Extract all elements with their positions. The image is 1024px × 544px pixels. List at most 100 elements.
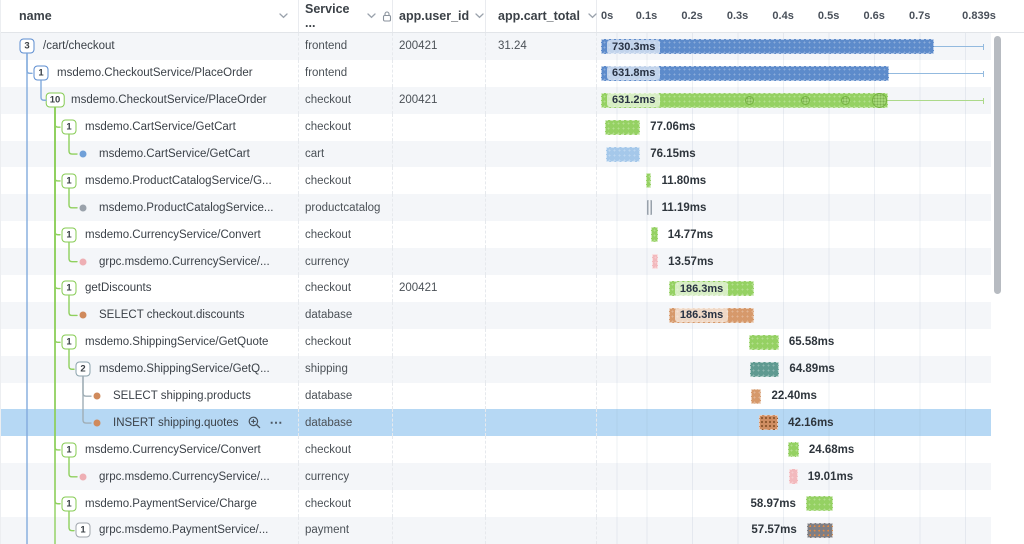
span-dot <box>93 419 101 427</box>
span-bar[interactable]: 631.2ms <box>601 92 889 108</box>
span-bar[interactable] <box>805 496 833 512</box>
span-bar[interactable] <box>751 388 762 404</box>
column-header-service[interactable]: Service ... <box>299 0 393 32</box>
trace-row[interactable]: msdemo.ProductCatalogService... productca… <box>1 194 991 222</box>
cell-service: currency <box>305 255 350 268</box>
trace-row[interactable]: 1 getDiscounts checkout 200421 186.3ms <box>1 275 991 302</box>
span-name: msdemo.CartService/GetCart <box>85 121 236 134</box>
trace-row[interactable]: 1 msdemo.ProductCatalogService/G... checko… <box>1 167 991 195</box>
cell-user_id: 200421 <box>399 40 438 53</box>
trace-row[interactable]: 10 msdemo.CheckoutService/PlaceOrder check… <box>1 86 991 114</box>
span-count-badge[interactable]: 1 <box>61 227 77 243</box>
span-dot <box>79 150 87 158</box>
span-name: msdemo.CheckoutService/PlaceOrder <box>71 94 267 107</box>
trace-row[interactable]: 1 msdemo.ShippingService/GetQuote checkout… <box>1 328 991 356</box>
span-name: msdemo.PaymentService/Charge <box>85 497 257 510</box>
trace-row[interactable]: msdemo.CartService/GetCart cart 76.15ms <box>1 140 991 168</box>
column-header-name-label: name <box>19 9 52 23</box>
chevron-down-icon[interactable] <box>367 13 376 19</box>
trace-row[interactable]: INSERT shipping.quotes ⋯ database 42.16ms <box>1 409 991 437</box>
trace-row[interactable]: 3/cart/checkout frontend 200421 31.24 730.3m… <box>1 33 991 60</box>
span-name: SELECT checkout.discounts <box>99 309 245 322</box>
trace-row[interactable]: 1 grpc.msdemo.PaymentService/... payment 57… <box>1 517 991 544</box>
column-header-name[interactable]: name <box>1 0 299 32</box>
timeline-gridlines <box>597 221 991 249</box>
column-header-user-id[interactable]: app.user_id <box>393 0 486 32</box>
span-name: msdemo.ShippingService/GetQ... <box>99 363 270 376</box>
span-name: grpc.msdemo.PaymentService/... <box>99 524 269 537</box>
cell-service: checkout <box>305 121 352 134</box>
span-name: getDiscounts <box>85 282 152 295</box>
trace-row[interactable]: grpc.msdemo.CurrencyService/... currency 1… <box>1 248 991 276</box>
span-bar[interactable] <box>748 334 779 350</box>
chevron-down-icon[interactable] <box>588 13 597 19</box>
span-event-dot-large[interactable] <box>872 92 888 108</box>
span-count-badge[interactable]: 3 <box>19 38 35 54</box>
span-event-dot[interactable] <box>841 95 851 105</box>
cell-service: productcatalog <box>305 201 381 214</box>
chevron-down-icon[interactable] <box>475 13 484 19</box>
cell-service: checkout <box>305 497 352 510</box>
span-count-badge[interactable]: 10 <box>45 92 65 108</box>
duration-label: 730.3ms <box>607 39 661 54</box>
trace-row[interactable]: 1 msdemo.CartService/GetCart checkout 77.06… <box>1 113 991 141</box>
cell-user_id: 200421 <box>399 94 438 107</box>
lock-icon[interactable] <box>382 10 392 22</box>
span-bar[interactable] <box>651 227 658 243</box>
span-bar[interactable] <box>758 415 779 431</box>
span-count-badge[interactable]: 2 <box>75 361 91 377</box>
span-count-badge[interactable]: 1 <box>61 496 77 512</box>
span-bar[interactable] <box>806 523 833 539</box>
column-header-cart-total[interactable]: app.cart_total <box>486 0 597 32</box>
span-bar[interactable] <box>646 200 652 216</box>
axis-tick-label: 0.1s <box>635 10 658 22</box>
zoom-in-icon[interactable] <box>248 416 261 429</box>
span-bar[interactable] <box>651 254 659 270</box>
duration-label: 42.16ms <box>788 416 834 429</box>
span-count-badge[interactable]: 1 <box>61 119 77 135</box>
span-count-badge[interactable]: 1 <box>33 65 49 81</box>
span-count-badge[interactable]: 1 <box>75 522 91 538</box>
span-count-badge[interactable]: 1 <box>61 280 77 296</box>
span-event-dot[interactable] <box>745 95 755 105</box>
cell-service: checkout <box>305 336 352 349</box>
span-bar[interactable] <box>605 119 641 135</box>
trace-row[interactable]: SELECT checkout.discounts database 186.3ms <box>1 301 991 329</box>
span-bar[interactable] <box>789 469 798 485</box>
span-name: msdemo.ProductCatalogService... <box>99 201 274 214</box>
scrollbar-thumb[interactable] <box>994 36 1001 294</box>
sort-chevron-icon[interactable] <box>279 13 288 19</box>
span-bar[interactable]: 631.8ms <box>601 65 889 81</box>
duration-label: 13.57ms <box>668 255 714 268</box>
span-bar[interactable] <box>749 361 780 377</box>
span-count-badge[interactable]: 1 <box>61 442 77 458</box>
span-bar[interactable]: 186.3ms <box>668 281 754 297</box>
cell-user_id: 200421 <box>399 282 438 295</box>
timeline-gridlines <box>597 490 991 518</box>
column-header-service-label: Service ... <box>305 2 350 30</box>
axis-tick-label: 0.5s <box>817 10 840 22</box>
trace-row[interactable]: 1 msdemo.CurrencyService/Convert checkout 1… <box>1 221 991 249</box>
duration-label: 14.77ms <box>667 228 714 241</box>
trace-row[interactable]: 1 msdemo.CurrencyService/Convert checkout 2… <box>1 436 991 464</box>
span-bar[interactable] <box>646 173 652 189</box>
trace-row[interactable]: 2 msdemo.ShippingService/GetQ... shipping 6… <box>1 355 991 383</box>
span-event-dot[interactable] <box>801 95 811 105</box>
timeline-gridlines <box>597 355 991 383</box>
span-name: msdemo.ShippingService/GetQuote <box>85 336 269 349</box>
span-bar[interactable]: 730.3ms <box>601 39 934 54</box>
trace-row[interactable]: 1 msdemo.PaymentService/Charge checkout 58.… <box>1 490 991 518</box>
trace-row[interactable]: SELECT shipping.products database 22.40ms <box>1 382 991 410</box>
axis-tick-label: 0.7s <box>908 10 931 22</box>
more-actions-icon[interactable]: ⋯ <box>269 415 284 431</box>
span-bar[interactable]: 186.3ms <box>668 307 754 323</box>
cell-cart_total: 31.24 <box>498 40 527 53</box>
trace-row[interactable]: grpc.msdemo.CurrencyService/... currency 1… <box>1 463 991 491</box>
trace-row[interactable]: 1 msdemo.CheckoutService/PlaceOrder fronte… <box>1 59 991 87</box>
span-count-badge[interactable]: 1 <box>61 334 77 350</box>
cell-service: shipping <box>305 363 348 376</box>
span-bar[interactable] <box>787 442 799 458</box>
span-bar[interactable] <box>605 146 641 162</box>
whisker-end-tick <box>983 70 984 77</box>
span-count-badge[interactable]: 1 <box>61 173 77 189</box>
